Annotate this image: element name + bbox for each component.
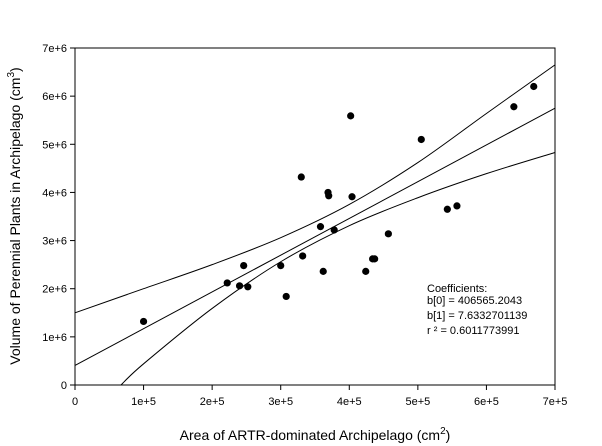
data-point bbox=[299, 252, 307, 260]
y-tick-label: 6e+6 bbox=[42, 91, 67, 103]
y-tick-label: 5e+6 bbox=[42, 139, 67, 151]
data-point bbox=[277, 262, 285, 270]
regression-lines bbox=[74, 64, 556, 386]
data-point bbox=[510, 103, 518, 111]
x-tick-label: 4e+5 bbox=[337, 396, 362, 408]
data-point bbox=[240, 262, 248, 270]
coefficient-b0: b[0] = 406565.2043 bbox=[427, 295, 522, 307]
data-point bbox=[347, 112, 355, 120]
y-tick-label: 0 bbox=[61, 380, 67, 392]
data-point bbox=[223, 279, 231, 287]
x-axis-title: Area of ARTR-dominated Archipelago (cm2) bbox=[180, 426, 451, 443]
data-point bbox=[297, 173, 305, 181]
coefficient-b1: b[1] = 7.6332701139 bbox=[427, 310, 527, 322]
x-axis: 0 1e+5 2e+5 3e+5 4e+5 5e+5 6e+5 7e+5 bbox=[72, 385, 567, 408]
y-tick-label: 4e+6 bbox=[42, 187, 67, 199]
data-point bbox=[362, 267, 370, 275]
data-points bbox=[139, 82, 538, 326]
plot-frame bbox=[74, 47, 556, 386]
r-squared: r ² = 0.6011773991 bbox=[427, 325, 519, 337]
data-point bbox=[417, 135, 425, 144]
data-point bbox=[330, 226, 338, 234]
y-tick-label: 3e+6 bbox=[42, 236, 67, 248]
data-point bbox=[384, 230, 392, 238]
regression-line bbox=[74, 107, 556, 366]
y-axis-title: Volume of Perennial Plants in Archipelag… bbox=[6, 67, 23, 364]
y-tick-label: 2e+6 bbox=[42, 284, 67, 296]
coefficients-annotation: Coefficients: b[0] = 406565.2043 b[1] = … bbox=[427, 283, 527, 337]
data-point bbox=[139, 317, 148, 326]
upper-confidence-curve bbox=[74, 64, 556, 314]
data-point bbox=[316, 223, 325, 231]
x-tick-label: 2e+5 bbox=[200, 396, 225, 408]
data-point bbox=[244, 283, 252, 291]
data-point bbox=[530, 82, 538, 91]
x-tick-label: 5e+5 bbox=[405, 396, 430, 408]
data-point bbox=[325, 192, 333, 200]
y-tick-label: 1e+6 bbox=[42, 332, 67, 344]
y-tick-label: 7e+6 bbox=[42, 43, 67, 55]
data-point bbox=[371, 255, 379, 263]
y-axis: 0 1e+6 2e+6 3e+6 4e+6 5e+6 6e+6 7e+6 bbox=[42, 43, 75, 392]
x-tick-label: 7e+5 bbox=[543, 396, 568, 408]
data-point bbox=[453, 202, 461, 210]
x-tick-label: 3e+5 bbox=[268, 396, 293, 408]
data-point bbox=[235, 282, 244, 290]
coefficients-title: Coefficients: bbox=[427, 283, 487, 295]
data-point bbox=[348, 193, 356, 201]
data-point bbox=[443, 205, 451, 213]
x-tick-label: 0 bbox=[72, 396, 78, 408]
data-point bbox=[319, 267, 327, 275]
data-point bbox=[282, 292, 290, 301]
x-tick-label: 1e+5 bbox=[131, 396, 156, 408]
lower-confidence-curve bbox=[120, 151, 556, 386]
x-tick-label: 6e+5 bbox=[474, 396, 499, 408]
